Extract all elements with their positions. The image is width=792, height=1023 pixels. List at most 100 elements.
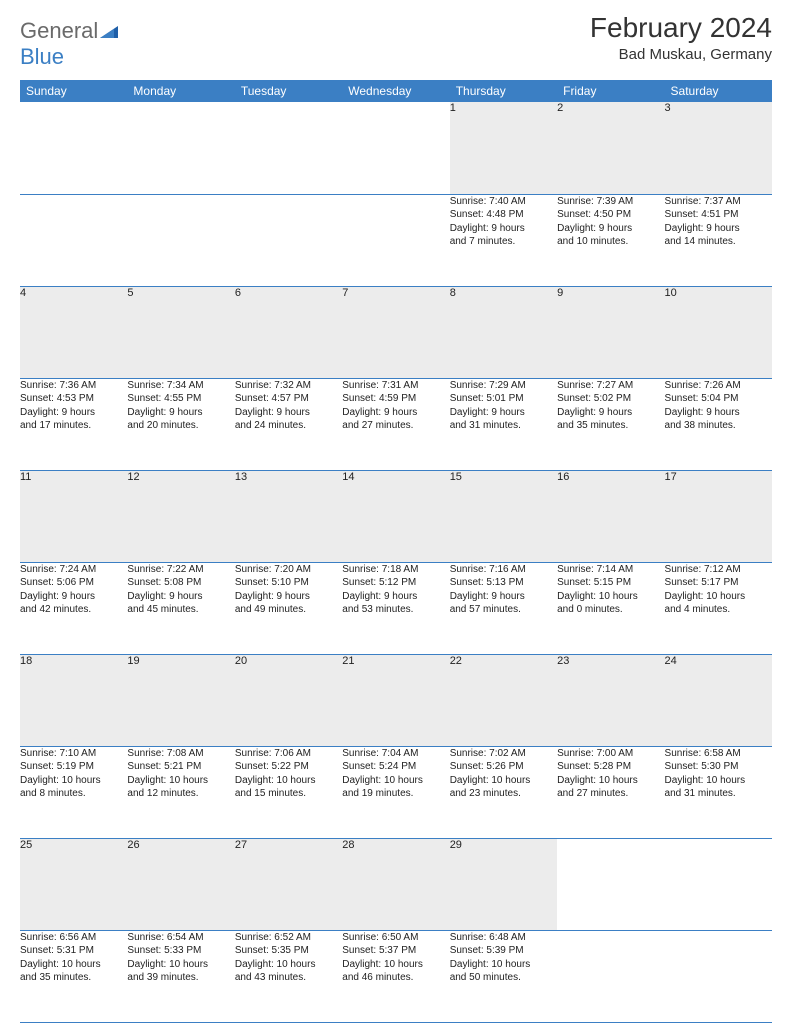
cell-line-sr: Sunrise: 7:36 AM (20, 379, 127, 393)
cell-line-ss: Sunset: 5:19 PM (20, 760, 127, 774)
day-data-cell: Sunrise: 7:20 AMSunset: 5:10 PMDaylight:… (235, 562, 342, 654)
day-number-cell: 12 (127, 470, 234, 562)
cell-line-d2: and 20 minutes. (127, 419, 234, 433)
cell-line-sr: Sunrise: 7:12 AM (665, 563, 772, 577)
day-number-cell: 29 (450, 838, 557, 930)
day-data-cell (342, 194, 449, 286)
cell-line-sr: Sunrise: 7:39 AM (557, 195, 664, 209)
cell-line-ss: Sunset: 5:21 PM (127, 760, 234, 774)
cell-line-ss: Sunset: 5:15 PM (557, 576, 664, 590)
cell-line-ss: Sunset: 4:50 PM (557, 208, 664, 222)
cell-line-d2: and 12 minutes. (127, 787, 234, 801)
day-data-cell: Sunrise: 7:02 AMSunset: 5:26 PMDaylight:… (450, 746, 557, 838)
cell-line-sr: Sunrise: 7:08 AM (127, 747, 234, 761)
day-data-cell: Sunrise: 6:50 AMSunset: 5:37 PMDaylight:… (342, 930, 449, 1022)
day-data-cell: Sunrise: 7:31 AMSunset: 4:59 PMDaylight:… (342, 378, 449, 470)
cell-line-ss: Sunset: 4:53 PM (20, 392, 127, 406)
cell-line-d2: and 35 minutes. (20, 971, 127, 985)
cell-line-d2: and 53 minutes. (342, 603, 449, 617)
cell-line-sr: Sunrise: 6:54 AM (127, 931, 234, 945)
cell-line-ss: Sunset: 4:51 PM (665, 208, 772, 222)
cell-line-d1: Daylight: 10 hours (557, 774, 664, 788)
day-number-cell: 8 (450, 286, 557, 378)
day-header: Saturday (665, 80, 772, 102)
cell-line-d2: and 15 minutes. (235, 787, 342, 801)
brand-logo: GeneralBlue (20, 18, 118, 70)
day-number-cell: 9 (557, 286, 664, 378)
cell-line-d2: and 42 minutes. (20, 603, 127, 617)
day-number-cell: 5 (127, 286, 234, 378)
cell-line-d2: and 45 minutes. (127, 603, 234, 617)
cell-line-ss: Sunset: 5:01 PM (450, 392, 557, 406)
cell-line-d1: Daylight: 9 hours (235, 406, 342, 420)
cell-line-sr: Sunrise: 6:48 AM (450, 931, 557, 945)
day-data-cell: Sunrise: 6:54 AMSunset: 5:33 PMDaylight:… (127, 930, 234, 1022)
day-header: Wednesday (342, 80, 449, 102)
logo-triangle-icon (100, 18, 118, 44)
brand-text: GeneralBlue (20, 18, 118, 70)
cell-line-d2: and 27 minutes. (342, 419, 449, 433)
cell-line-ss: Sunset: 5:35 PM (235, 944, 342, 958)
daynum-row: 45678910 (20, 286, 772, 378)
day-data-cell (665, 930, 772, 1022)
day-data-cell: Sunrise: 6:52 AMSunset: 5:35 PMDaylight:… (235, 930, 342, 1022)
day-number-cell: 14 (342, 470, 449, 562)
cell-line-sr: Sunrise: 7:10 AM (20, 747, 127, 761)
cell-line-d1: Daylight: 9 hours (342, 590, 449, 604)
data-row: Sunrise: 7:24 AMSunset: 5:06 PMDaylight:… (20, 562, 772, 654)
cell-line-d2: and 8 minutes. (20, 787, 127, 801)
cell-line-d1: Daylight: 9 hours (450, 222, 557, 236)
day-header: Tuesday (235, 80, 342, 102)
day-number-cell: 4 (20, 286, 127, 378)
cell-line-d1: Daylight: 9 hours (450, 590, 557, 604)
cell-line-d1: Daylight: 10 hours (342, 774, 449, 788)
cell-line-ss: Sunset: 5:10 PM (235, 576, 342, 590)
day-data-cell: Sunrise: 7:40 AMSunset: 4:48 PMDaylight:… (450, 194, 557, 286)
day-data-cell: Sunrise: 7:18 AMSunset: 5:12 PMDaylight:… (342, 562, 449, 654)
day-data-cell: Sunrise: 7:29 AMSunset: 5:01 PMDaylight:… (450, 378, 557, 470)
day-header: Sunday (20, 80, 127, 102)
day-number-cell: 10 (665, 286, 772, 378)
day-data-cell: Sunrise: 7:04 AMSunset: 5:24 PMDaylight:… (342, 746, 449, 838)
day-number-cell (665, 838, 772, 930)
cell-line-d2: and 0 minutes. (557, 603, 664, 617)
cell-line-sr: Sunrise: 7:24 AM (20, 563, 127, 577)
day-number-cell: 24 (665, 654, 772, 746)
cell-line-d1: Daylight: 10 hours (665, 774, 772, 788)
cell-line-d2: and 19 minutes. (342, 787, 449, 801)
cell-line-ss: Sunset: 5:31 PM (20, 944, 127, 958)
day-number-cell: 27 (235, 838, 342, 930)
data-row: Sunrise: 7:10 AMSunset: 5:19 PM Daylight:… (20, 746, 772, 838)
daynum-row: 2526272829 (20, 838, 772, 930)
day-data-cell: Sunrise: 7:24 AMSunset: 5:06 PMDaylight:… (20, 562, 127, 654)
cell-line-d2: and 39 minutes. (127, 971, 234, 985)
cell-line-d1: Daylight: 9 hours (20, 406, 127, 420)
cell-line-d2: and 23 minutes. (450, 787, 557, 801)
cell-line-d2: and 43 minutes. (235, 971, 342, 985)
cell-line-ss: Sunset: 5:26 PM (450, 760, 557, 774)
cell-line-d1: Daylight: 9 hours (665, 406, 772, 420)
day-data-cell: Sunrise: 7:39 AMSunset: 4:50 PMDaylight:… (557, 194, 664, 286)
cell-line-d1: Daylight: 9 hours (127, 406, 234, 420)
day-data-cell: Sunrise: 7:06 AMSunset: 5:22 PMDaylight:… (235, 746, 342, 838)
data-row: Sunrise: 7:36 AMSunset: 4:53 PMDaylight:… (20, 378, 772, 470)
day-data-cell: Sunrise: 7:27 AMSunset: 5:02 PMDaylight:… (557, 378, 664, 470)
cell-line-ss: Sunset: 5:12 PM (342, 576, 449, 590)
day-number-cell: 19 (127, 654, 234, 746)
location-label: Bad Muskau, Germany (590, 46, 772, 63)
cell-line-sr: Sunrise: 7:18 AM (342, 563, 449, 577)
day-data-cell: Sunrise: 7:37 AMSunset: 4:51 PMDaylight:… (665, 194, 772, 286)
cell-line-ss: Sunset: 5:24 PM (342, 760, 449, 774)
cell-line-ss: Sunset: 5:22 PM (235, 760, 342, 774)
data-row: Sunrise: 6:56 AMSunset: 5:31 PMDaylight:… (20, 930, 772, 1022)
day-data-cell: Sunrise: 7:12 AMSunset: 5:17 PMDaylight:… (665, 562, 772, 654)
cell-line-d2: and 7 minutes. (450, 235, 557, 249)
calendar-body: 123Sunrise: 7:40 AMSunset: 4:48 PMDaylig… (20, 102, 772, 1022)
cell-line-d1: Daylight: 9 hours (450, 406, 557, 420)
day-number-cell (342, 102, 449, 194)
day-data-cell: Sunrise: 6:56 AMSunset: 5:31 PMDaylight:… (20, 930, 127, 1022)
cell-line-d2: and 31 minutes. (665, 787, 772, 801)
cell-line-d1: Daylight: 10 hours (235, 774, 342, 788)
cell-line-sr: Sunrise: 6:56 AM (20, 931, 127, 945)
cell-line-sr: Sunrise: 7:29 AM (450, 379, 557, 393)
